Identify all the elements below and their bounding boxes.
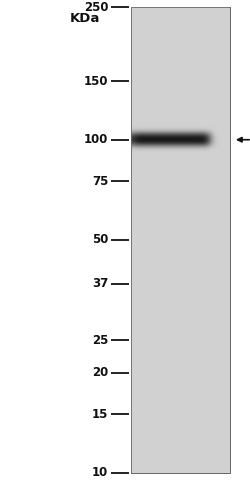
Text: 10: 10	[92, 466, 108, 480]
Text: 20: 20	[92, 366, 108, 379]
Text: 100: 100	[84, 133, 108, 146]
Text: 25: 25	[92, 334, 108, 347]
Text: 75: 75	[92, 175, 108, 188]
Text: 15: 15	[92, 408, 108, 420]
Bar	[131, 7, 230, 473]
Text: 250: 250	[84, 0, 108, 14]
Text: KDa: KDa	[70, 12, 100, 25]
Bar	[131, 7, 230, 473]
Text: 37: 37	[92, 277, 108, 290]
Text: 150: 150	[84, 74, 108, 87]
Text: 50: 50	[92, 233, 108, 247]
